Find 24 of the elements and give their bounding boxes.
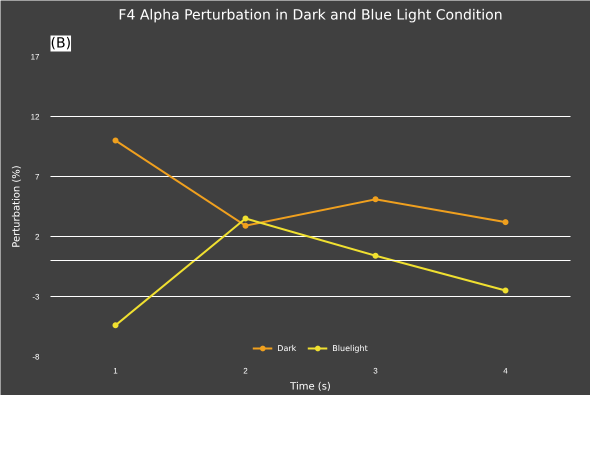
x-tick-label: 3 — [373, 366, 378, 376]
y-tick-label: 17 — [30, 52, 40, 62]
y-tick-label: 12 — [30, 112, 40, 122]
point — [112, 322, 118, 328]
x-tick-label: 2 — [243, 366, 248, 376]
x-tick-label: 1 — [113, 366, 118, 376]
y-tick-label: -8 — [32, 352, 40, 362]
y-tick-label: 7 — [35, 172, 40, 182]
point — [502, 288, 508, 294]
chart-title: F4 Alpha Perturbation in Dark and Blue Light Condition — [118, 8, 503, 24]
point — [502, 219, 508, 226]
point — [242, 216, 248, 222]
text: (B) — [50, 36, 72, 52]
y-axis-title: Perturbation (%) — [12, 165, 23, 248]
point — [372, 196, 378, 202]
x-tick-label: 4 — [503, 366, 508, 376]
legend-label: Dark — [277, 342, 298, 354]
point — [112, 138, 118, 144]
point — [242, 222, 248, 229]
y-tick-label: -3 — [32, 292, 40, 302]
legend-label: Bluelight — [332, 342, 368, 354]
y-tick-label: 2 — [35, 232, 40, 242]
x-axis-title: Time (s) — [289, 382, 331, 392]
point — [372, 252, 378, 259]
